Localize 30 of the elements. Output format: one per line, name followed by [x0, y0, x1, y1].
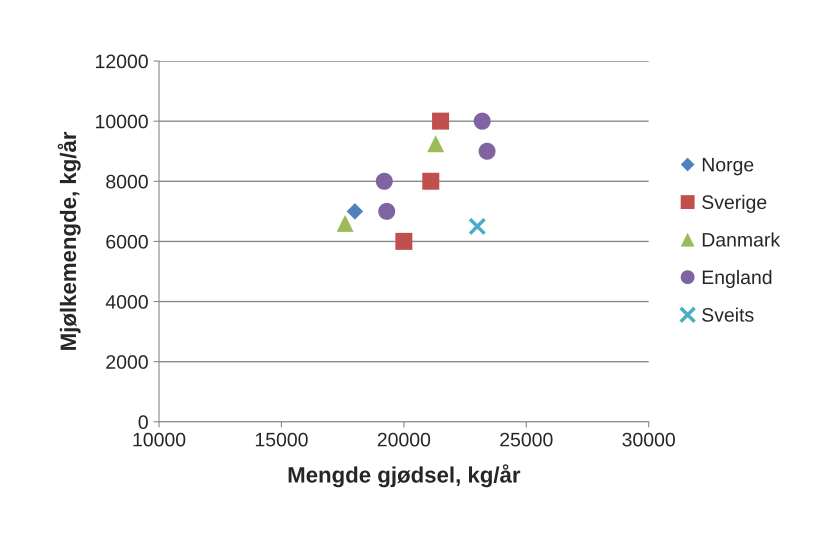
x-tick-label: 10000: [133, 432, 186, 446]
x-tick-label: 15000: [256, 432, 308, 446]
point: [422, 172, 440, 190]
point: [474, 112, 491, 130]
y-tick-label: 4000: [106, 295, 148, 309]
y-tick-label: 0: [138, 415, 148, 430]
legend-label: Sverige: [702, 194, 766, 213]
point: [346, 203, 364, 220]
y-tick-label: 6000: [106, 234, 148, 249]
legend-label: Norge: [702, 158, 754, 176]
y-tick-label: 12000: [96, 54, 148, 68]
point: [395, 232, 412, 250]
point: [376, 172, 393, 190]
x-tick-label: 30000: [622, 432, 675, 446]
point: [336, 214, 354, 232]
x-tick-label: 20000: [378, 432, 430, 446]
y-axis-title: Mjølkemengde, kg/år: [58, 132, 81, 350]
x-axis-title: Mengde gjødsel, kg/år: [288, 464, 520, 488]
y-tick-label: 8000: [106, 174, 148, 189]
point: [478, 142, 496, 160]
legend-label: Sveits: [702, 308, 754, 322]
y-tick-label: 2000: [106, 355, 148, 369]
point: [378, 202, 396, 220]
legend-label: England: [702, 270, 772, 288]
point: [432, 112, 450, 130]
point: [468, 217, 486, 236]
legend-label: Danmark: [702, 232, 780, 247]
x-tick-label: 25000: [500, 432, 553, 446]
y-tick-label: 10000: [96, 114, 148, 128]
point: [427, 135, 444, 152]
